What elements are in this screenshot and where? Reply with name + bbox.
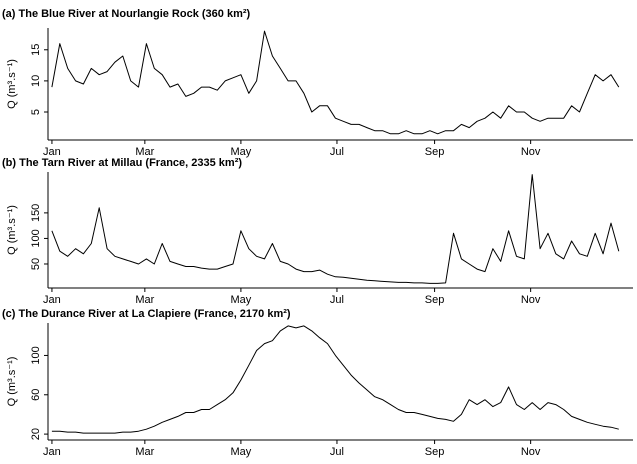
x-tick-label: May	[231, 146, 252, 158]
flow-line	[51, 325, 619, 434]
x-tick-label: Nov	[521, 294, 541, 306]
panel-title: (a) The Blue River at Nourlangie Rock (3…	[2, 8, 251, 20]
x-tick-label: Jan	[43, 446, 61, 458]
y-tick-label: 15	[30, 44, 42, 56]
x-tick-label: Nov	[521, 146, 541, 158]
panel-title: (c) The Durance River at La Clapiere (Fr…	[2, 308, 291, 320]
x-tick-label: Sep	[425, 294, 445, 306]
y-tick-label: 20	[30, 428, 42, 440]
x-tick-label: Sep	[425, 146, 445, 158]
x-tick-label: Jan	[43, 294, 61, 306]
x-tick-label: May	[231, 446, 252, 458]
panel-title: (b) The Tarn River at Millau (France, 23…	[2, 157, 242, 169]
flow-line	[51, 30, 620, 135]
flow-line	[51, 174, 620, 284]
x-tick-label: Mar	[135, 146, 154, 158]
y-axis-label: Q (m³.s⁻¹)	[6, 59, 18, 109]
x-tick-label: Jul	[330, 294, 344, 306]
y-axis-label: Q (m³.s⁻¹)	[6, 205, 18, 255]
y-tick-label: 60	[30, 389, 42, 401]
y-tick-label: 10	[30, 75, 42, 87]
y-tick-label: 50	[30, 258, 42, 270]
x-tick-label: Mar	[135, 294, 154, 306]
x-tick-label: Jan	[43, 146, 61, 158]
y-tick-label: 150	[30, 204, 42, 222]
x-tick-label: Sep	[425, 446, 445, 458]
y-tick-label: 100	[30, 229, 42, 247]
x-tick-label: Nov	[521, 446, 541, 458]
y-axis-label: Q (m³.s⁻¹)	[6, 357, 18, 407]
x-tick-label: Jul	[330, 446, 344, 458]
y-tick-label: 5	[30, 109, 42, 115]
y-tick-label: 100	[30, 346, 42, 364]
x-tick-label: May	[231, 294, 252, 306]
x-tick-label: Mar	[135, 446, 154, 458]
x-tick-label: Jul	[330, 146, 344, 158]
